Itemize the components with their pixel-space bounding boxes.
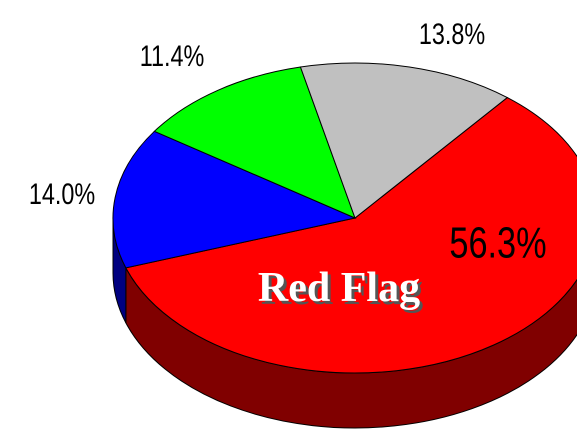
value-label: 14.0% [29,177,95,210]
slice [125,96,577,374]
slice [153,66,356,219]
value-label: 56.3% [449,219,546,268]
slice [112,130,357,269]
annotation-shadow: Red Flag [261,268,423,314]
annotation: Red Flag [258,265,420,311]
slice [299,62,509,219]
pie-tops [112,62,577,374]
value-label: 13.8% [419,17,485,50]
value-label: 11.4% [140,39,205,72]
